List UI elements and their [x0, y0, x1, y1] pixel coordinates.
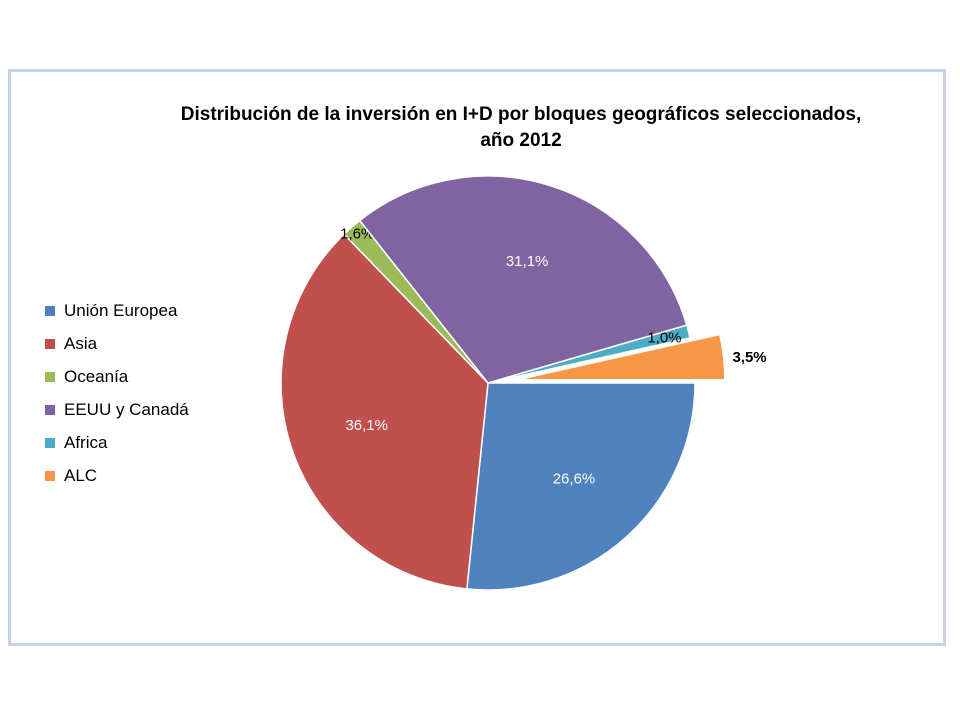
data-label-eeuu-y-canad-: 31,1% [506, 253, 549, 270]
legend-swatch [45, 404, 55, 415]
data-label-alc: 3,5% [732, 349, 766, 366]
legend-swatch [45, 437, 55, 448]
legend-label: EEUU y Canadá [64, 399, 189, 419]
legend-item-alc: ALC [45, 459, 255, 492]
legend-swatch [45, 338, 55, 349]
pie-chart: 26,6% 36,1% 1,6% 31,1% 1,0% 3,5% [280, 175, 767, 591]
data-label-africa: 1,0% [647, 330, 681, 347]
chart-title-line-2: año 2012 [480, 130, 562, 151]
legend-item-union-europea: Unión Europea [45, 294, 255, 327]
pie-slice-eeuu-y-canad- [358, 175, 688, 384]
pie-slice-africa [487, 324, 691, 384]
legend-label: ALC [64, 465, 98, 485]
legend-label: Asia [64, 333, 98, 353]
legend-item-asia: Asia [45, 327, 255, 360]
legend-swatch [45, 470, 55, 481]
chart-title: Distribución de la inversión en I+D por … [121, 102, 921, 154]
data-label-asia: 36,1% [345, 417, 388, 434]
pie-slice-asia [280, 233, 489, 590]
legend-item-oceania: Oceanía [45, 360, 255, 393]
data-label-ocean-a: 1,6% [340, 225, 374, 242]
legend-label: Oceanía [64, 366, 129, 386]
pie-slice-alc [517, 333, 726, 381]
legend-swatch [45, 305, 55, 316]
data-label-uni-n-europea: 26,6% [553, 470, 596, 487]
legend-label: Unión Europea [64, 300, 178, 320]
chart-title-line-1: Distribución de la inversión en I+D por … [180, 104, 862, 125]
legend-item-africa: Africa [45, 426, 255, 459]
legend-swatch [45, 371, 55, 382]
pie-slice-uni-n-europea [466, 382, 696, 591]
chart-frame: Distribución de la inversión en I+D por … [8, 69, 946, 646]
legend-label: Africa [64, 432, 108, 452]
chart-legend: Unión Europea Asia Oceanía EEUU y Canadá… [45, 294, 255, 492]
legend-item-eeuu-canada: EEUU y Canadá [45, 393, 255, 426]
